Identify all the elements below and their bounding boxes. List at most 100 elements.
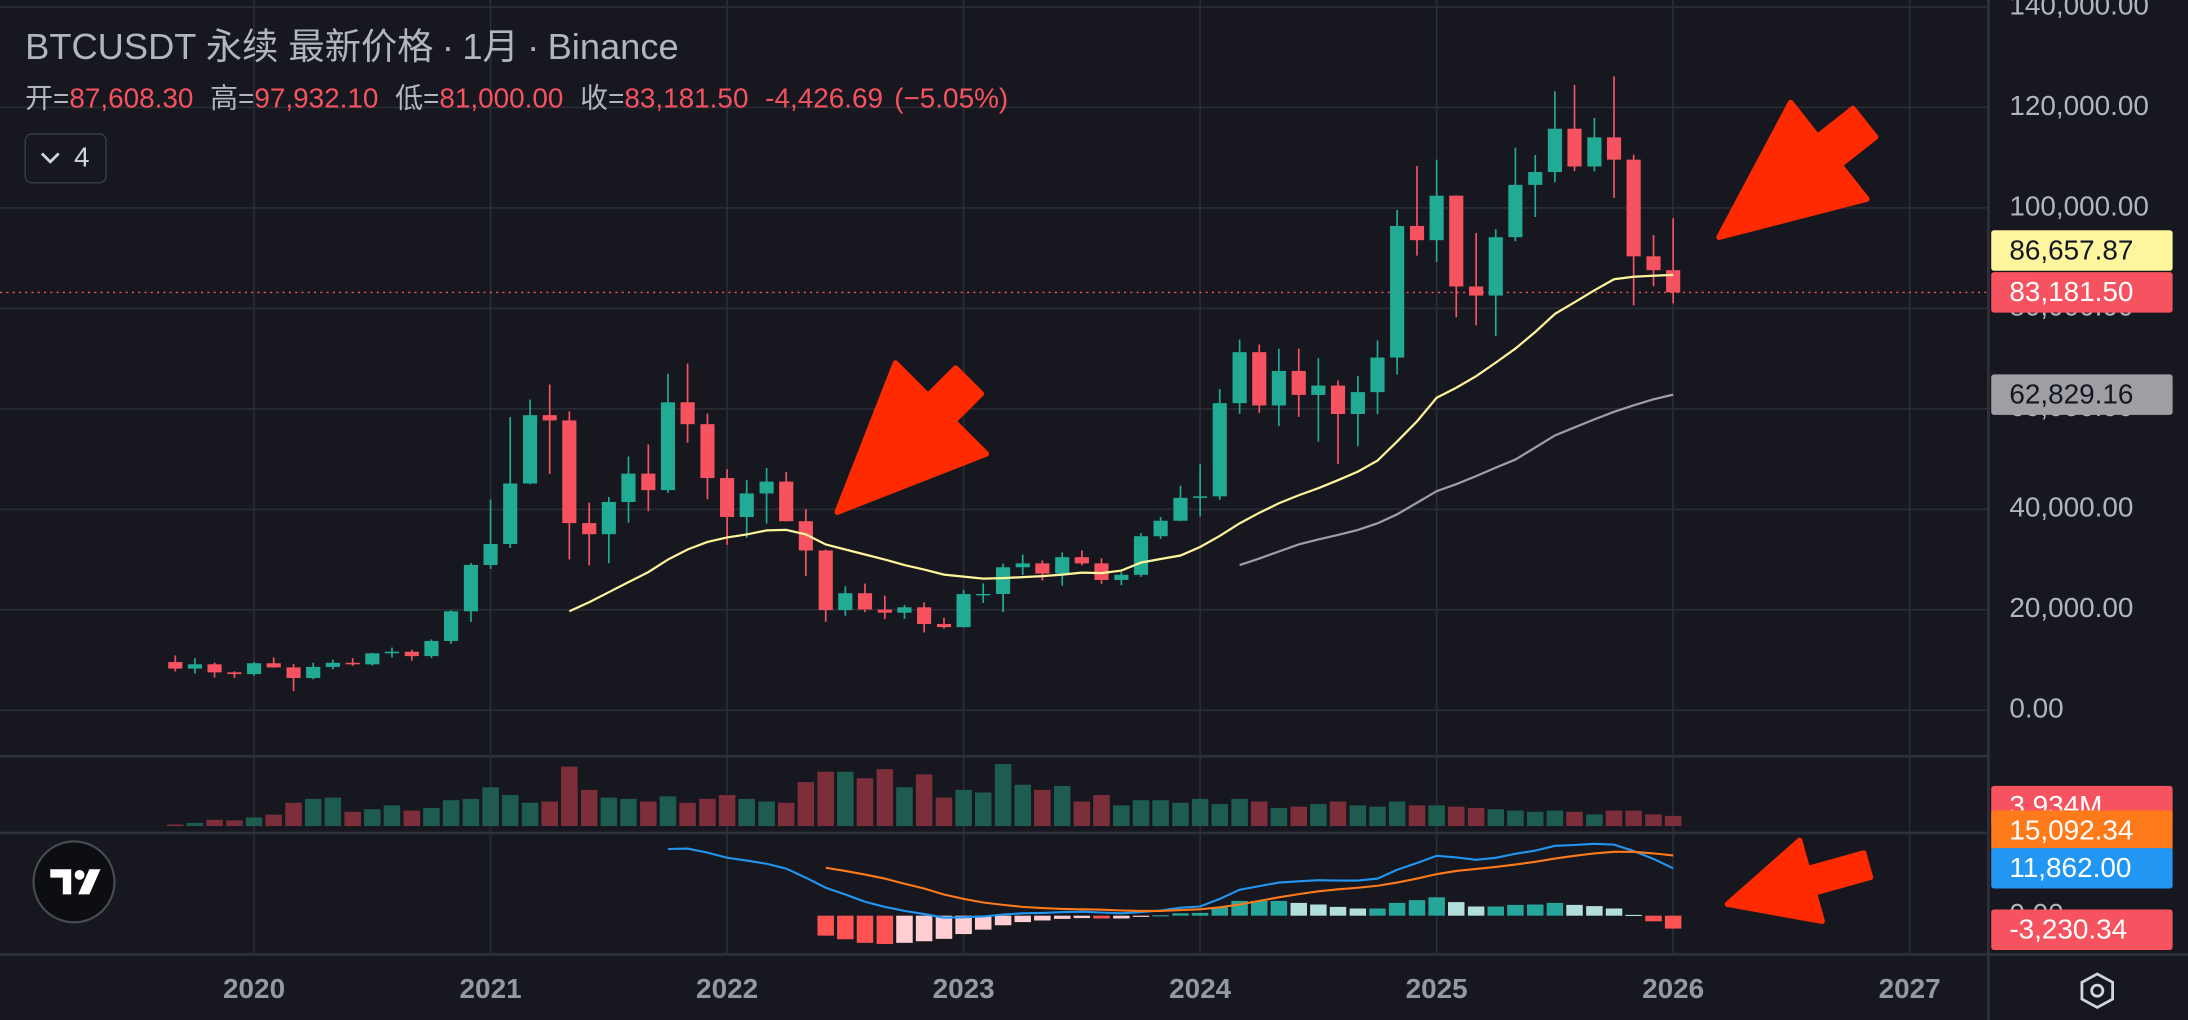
x-tick-label: 2020 [223, 973, 285, 1004]
moving-average-line [1239, 393, 1674, 567]
volume-bar [167, 824, 184, 827]
y-tick-label: 0.00 [2009, 693, 2063, 724]
candle-body [1271, 370, 1286, 406]
volume-bar [1073, 801, 1091, 827]
candle-body [1252, 352, 1267, 406]
candle-body [1232, 352, 1247, 404]
volume-bar [1093, 795, 1110, 827]
volume-bar [245, 817, 263, 827]
macd-histogram-bar [1546, 902, 1564, 916]
candle-body [1646, 256, 1661, 271]
volume-bar [718, 795, 736, 827]
candle-body [1469, 286, 1484, 296]
volume-bar [1349, 805, 1367, 827]
moving-average-line [568, 273, 1674, 613]
y-tick-label: 120,000.00 [2009, 90, 2149, 121]
macd-histogram-bar [1625, 914, 1642, 917]
histogram-value-label: -3,230.34 [2009, 913, 2127, 944]
ma-value-label: 62,829.16 [2009, 378, 2133, 409]
logo-mark [78, 869, 101, 895]
macd-histogram-bar [1073, 915, 1091, 919]
candle-body [857, 593, 873, 610]
macd-histogram-bar [1053, 915, 1071, 919]
volume-bar [186, 822, 204, 827]
x-tick-label: 2021 [460, 973, 522, 1004]
volume-bar [1270, 807, 1288, 827]
volume-bar [324, 797, 342, 827]
tradingview-logo[interactable] [32, 840, 116, 924]
candle-body [956, 594, 971, 628]
macd-line [667, 842, 1674, 919]
indicator-toggle-box[interactable] [24, 133, 107, 184]
volume-bar [1290, 806, 1307, 827]
volume-bar [285, 802, 302, 827]
macd-histogram-bar [1329, 906, 1347, 916]
volume-bar [1113, 805, 1130, 827]
macd-histogram-bar [1487, 906, 1505, 916]
logo-mark [74, 870, 85, 880]
macd-histogram-bar [1428, 897, 1445, 916]
candle-body [404, 651, 419, 657]
change-percent: (−5.05%) [894, 83, 1008, 114]
signal-line [825, 850, 1674, 912]
candle-body [207, 664, 222, 673]
volume-bar [1329, 801, 1347, 827]
stat-value: 83,181.50 [624, 83, 748, 114]
volume-bar [304, 798, 322, 827]
candle-body [779, 481, 794, 522]
candle-body [444, 611, 459, 641]
stat-value: 87,608.30 [69, 83, 193, 114]
candle-body [286, 667, 301, 679]
indicator-toggle[interactable]: 4 [24, 133, 107, 184]
candle-body [1488, 237, 1503, 296]
volume-bar [600, 797, 618, 827]
signal-value-label-box [1991, 810, 2173, 851]
volume-bar [1152, 800, 1169, 827]
settings-button[interactable] [2080, 972, 2114, 1010]
candle-body [1291, 370, 1306, 395]
macd-histogram-bar [1388, 902, 1406, 916]
stat-value: 81,000.00 [439, 83, 563, 114]
volume-bar [1053, 785, 1071, 827]
macd-value-label-box [1991, 848, 2173, 889]
volume-bar [1625, 810, 1642, 827]
candle-body [187, 664, 203, 669]
macd-histogram-bar [1645, 915, 1662, 922]
volume-bar [226, 820, 243, 827]
volume-bar [1586, 814, 1603, 827]
macd-histogram-bar [1270, 900, 1288, 916]
candle-body [1114, 574, 1129, 580]
volume-bar [580, 789, 598, 827]
macd-histogram-bar [1605, 908, 1623, 916]
indicator-count: 4 [74, 141, 90, 172]
logo-circle[interactable] [32, 840, 116, 924]
macd-histogram-bar [915, 915, 933, 942]
candle-body [523, 415, 538, 484]
header-text: · [442, 25, 454, 66]
change-value: -4,426.69 [765, 83, 883, 114]
candle-body [1528, 172, 1543, 185]
volume-bar [403, 810, 421, 827]
volume-bar [738, 798, 755, 827]
volume-bar [1388, 801, 1406, 827]
candle-body [365, 653, 380, 665]
macd-histogram-bar [1586, 906, 1603, 916]
candle-body [759, 481, 774, 494]
stat-label: 收= [580, 83, 624, 114]
volume-bar [679, 802, 696, 827]
candle-body [641, 473, 656, 491]
volume-bar [1546, 810, 1564, 827]
volume-bar [817, 771, 834, 827]
volume-bar [1251, 801, 1268, 827]
candle-body [1094, 563, 1109, 580]
macd-histogram-bar [1290, 902, 1307, 916]
volume-bar [462, 798, 480, 827]
settings-icon[interactable] [2080, 972, 2114, 1010]
volume-bar [1566, 811, 1583, 827]
volume-bar [1231, 798, 1248, 827]
candle-body [1606, 137, 1622, 160]
plot-area [167, 76, 1682, 945]
